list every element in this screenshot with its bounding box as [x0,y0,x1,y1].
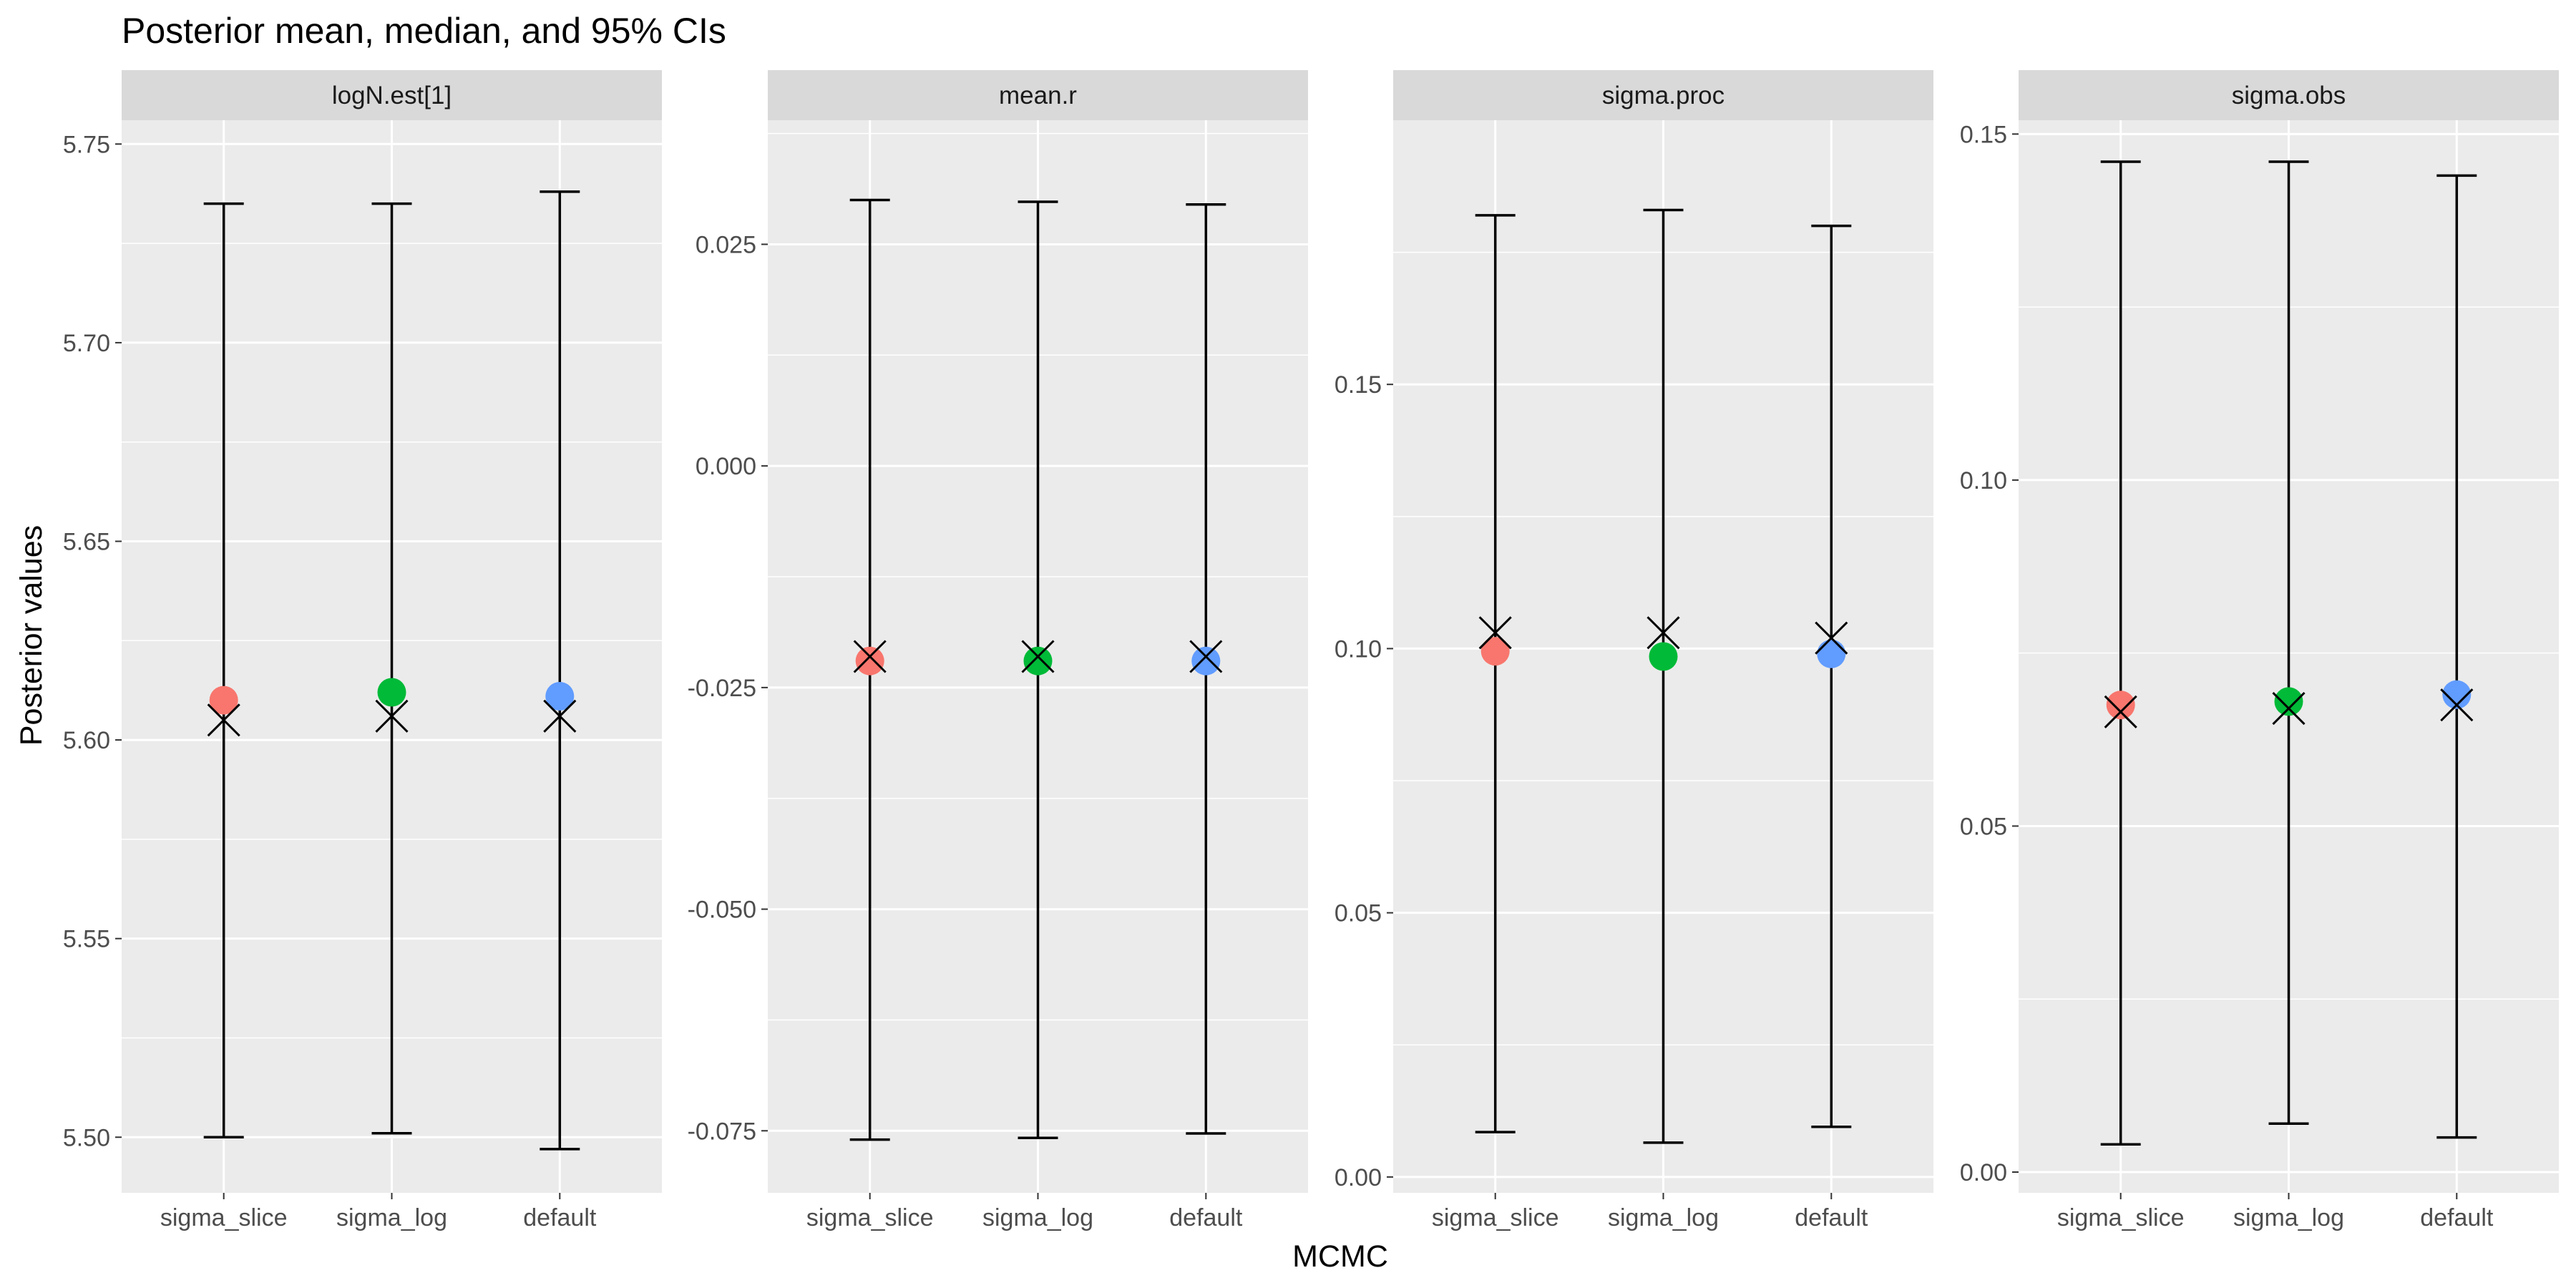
posterior-median-mark [543,699,577,733]
posterior-median-mark [1646,616,1680,650]
y-tick-label: 0.025 [696,231,756,258]
posterior-mean-point [1480,637,1510,666]
facet-strip [2019,70,2559,120]
facet-strip-label: sigma.obs [2232,82,2346,109]
facet-panel: sigma.obs 0.00 0.05 0.10 0.15 sigma_slice sigm… [1960,70,2559,1231]
posterior-median-mark [1189,640,1223,673]
y-tick-label: -0.025 [688,675,756,702]
posterior-mean-point [2274,687,2303,716]
y-tick-label: 5.75 [63,131,110,158]
x-axis-title: MCMC [1292,1239,1388,1274]
posterior-mean-point [1191,646,1221,675]
x-tick-label: default [1795,1204,1868,1231]
posterior-median-mark [2104,695,2137,728]
y-tick-label: 0.05 [1960,813,2007,840]
x-tick-label: default [1169,1204,1243,1231]
posterior-mean-point [1023,646,1053,675]
posterior-mean-point [1649,642,1678,671]
facet-panel: logN.est[1] 5.50 5.55 5.60 5.65 5.70 5.75 sigma… [63,70,662,1231]
x-tick-label: sigma_slice [2057,1204,2185,1231]
y-tick-label: 0.10 [1335,635,1382,663]
x-tick-label: sigma_slice [160,1204,288,1231]
posterior-mean-point [2442,680,2472,709]
y-tick-label: 0.10 [1960,467,2007,494]
facet-strip-label: logN.est[1] [332,82,452,109]
y-tick-label: 0.00 [1335,1164,1382,1191]
y-tick-label: 0.00 [1960,1159,2007,1186]
facet-strip [122,70,662,120]
posterior-median-mark [1021,640,1055,673]
facet-panel: sigma.proc 0.00 0.05 0.10 0.15 sigma_slice sig… [1335,70,1933,1231]
posterior-mean-point [377,678,406,707]
y-tick-label: 0.15 [1335,371,1382,399]
posterior-mean-point [545,682,575,711]
posterior-median-mark [2440,688,2474,722]
y-tick-label: 5.55 [63,926,110,953]
facet-strip [768,70,1308,120]
x-tick-label: default [2420,1204,2494,1231]
y-tick-label: 5.60 [63,727,110,754]
facet-strip-label: sigma.proc [1602,82,1724,109]
y-tick-label: -0.075 [688,1118,756,1145]
posterior-mean-point [2106,691,2135,720]
facet-strip-label: mean.r [999,82,1077,109]
posterior-median-mark [2272,691,2306,726]
posterior-mean-point [855,646,884,675]
posterior-mean-point [1817,639,1846,668]
posterior-median-mark [207,703,240,737]
x-tick-label: sigma_log [336,1204,447,1231]
y-tick-label: 5.50 [63,1124,110,1151]
facet-panel: mean.r -0.075 -0.050 -0.025 0.000 0.025 sigma_… [688,70,1308,1231]
posterior-median-mark [375,699,409,733]
facet-strip [1393,70,1933,120]
panels-layer: logN.est[1] 5.50 5.55 5.60 5.65 5.70 5.75 sigma… [63,70,2559,1231]
y-tick-label: -0.050 [688,897,756,924]
y-tick-label: 0.15 [1960,121,2007,148]
posterior-median-mark [1815,621,1848,655]
y-axis-title: Posterior values [14,525,49,746]
posterior-mean-point [209,686,238,715]
x-tick-label: sigma_log [2233,1204,2344,1231]
y-tick-label: 5.65 [63,528,110,555]
posterior-median-mark [1478,616,1512,650]
chart-title: Posterior mean, median, and 95% CIs [122,11,726,51]
y-tick-label: 0.000 [696,453,756,480]
posterior-median-mark [853,640,887,673]
x-tick-label: sigma_slice [806,1204,934,1231]
y-tick-label: 5.70 [63,330,110,357]
y-tick-label: 0.05 [1335,900,1382,927]
x-tick-label: sigma_slice [1432,1204,1559,1231]
x-tick-label: default [523,1204,597,1231]
x-tick-label: sigma_log [982,1204,1093,1231]
x-tick-label: sigma_log [1608,1204,1719,1231]
